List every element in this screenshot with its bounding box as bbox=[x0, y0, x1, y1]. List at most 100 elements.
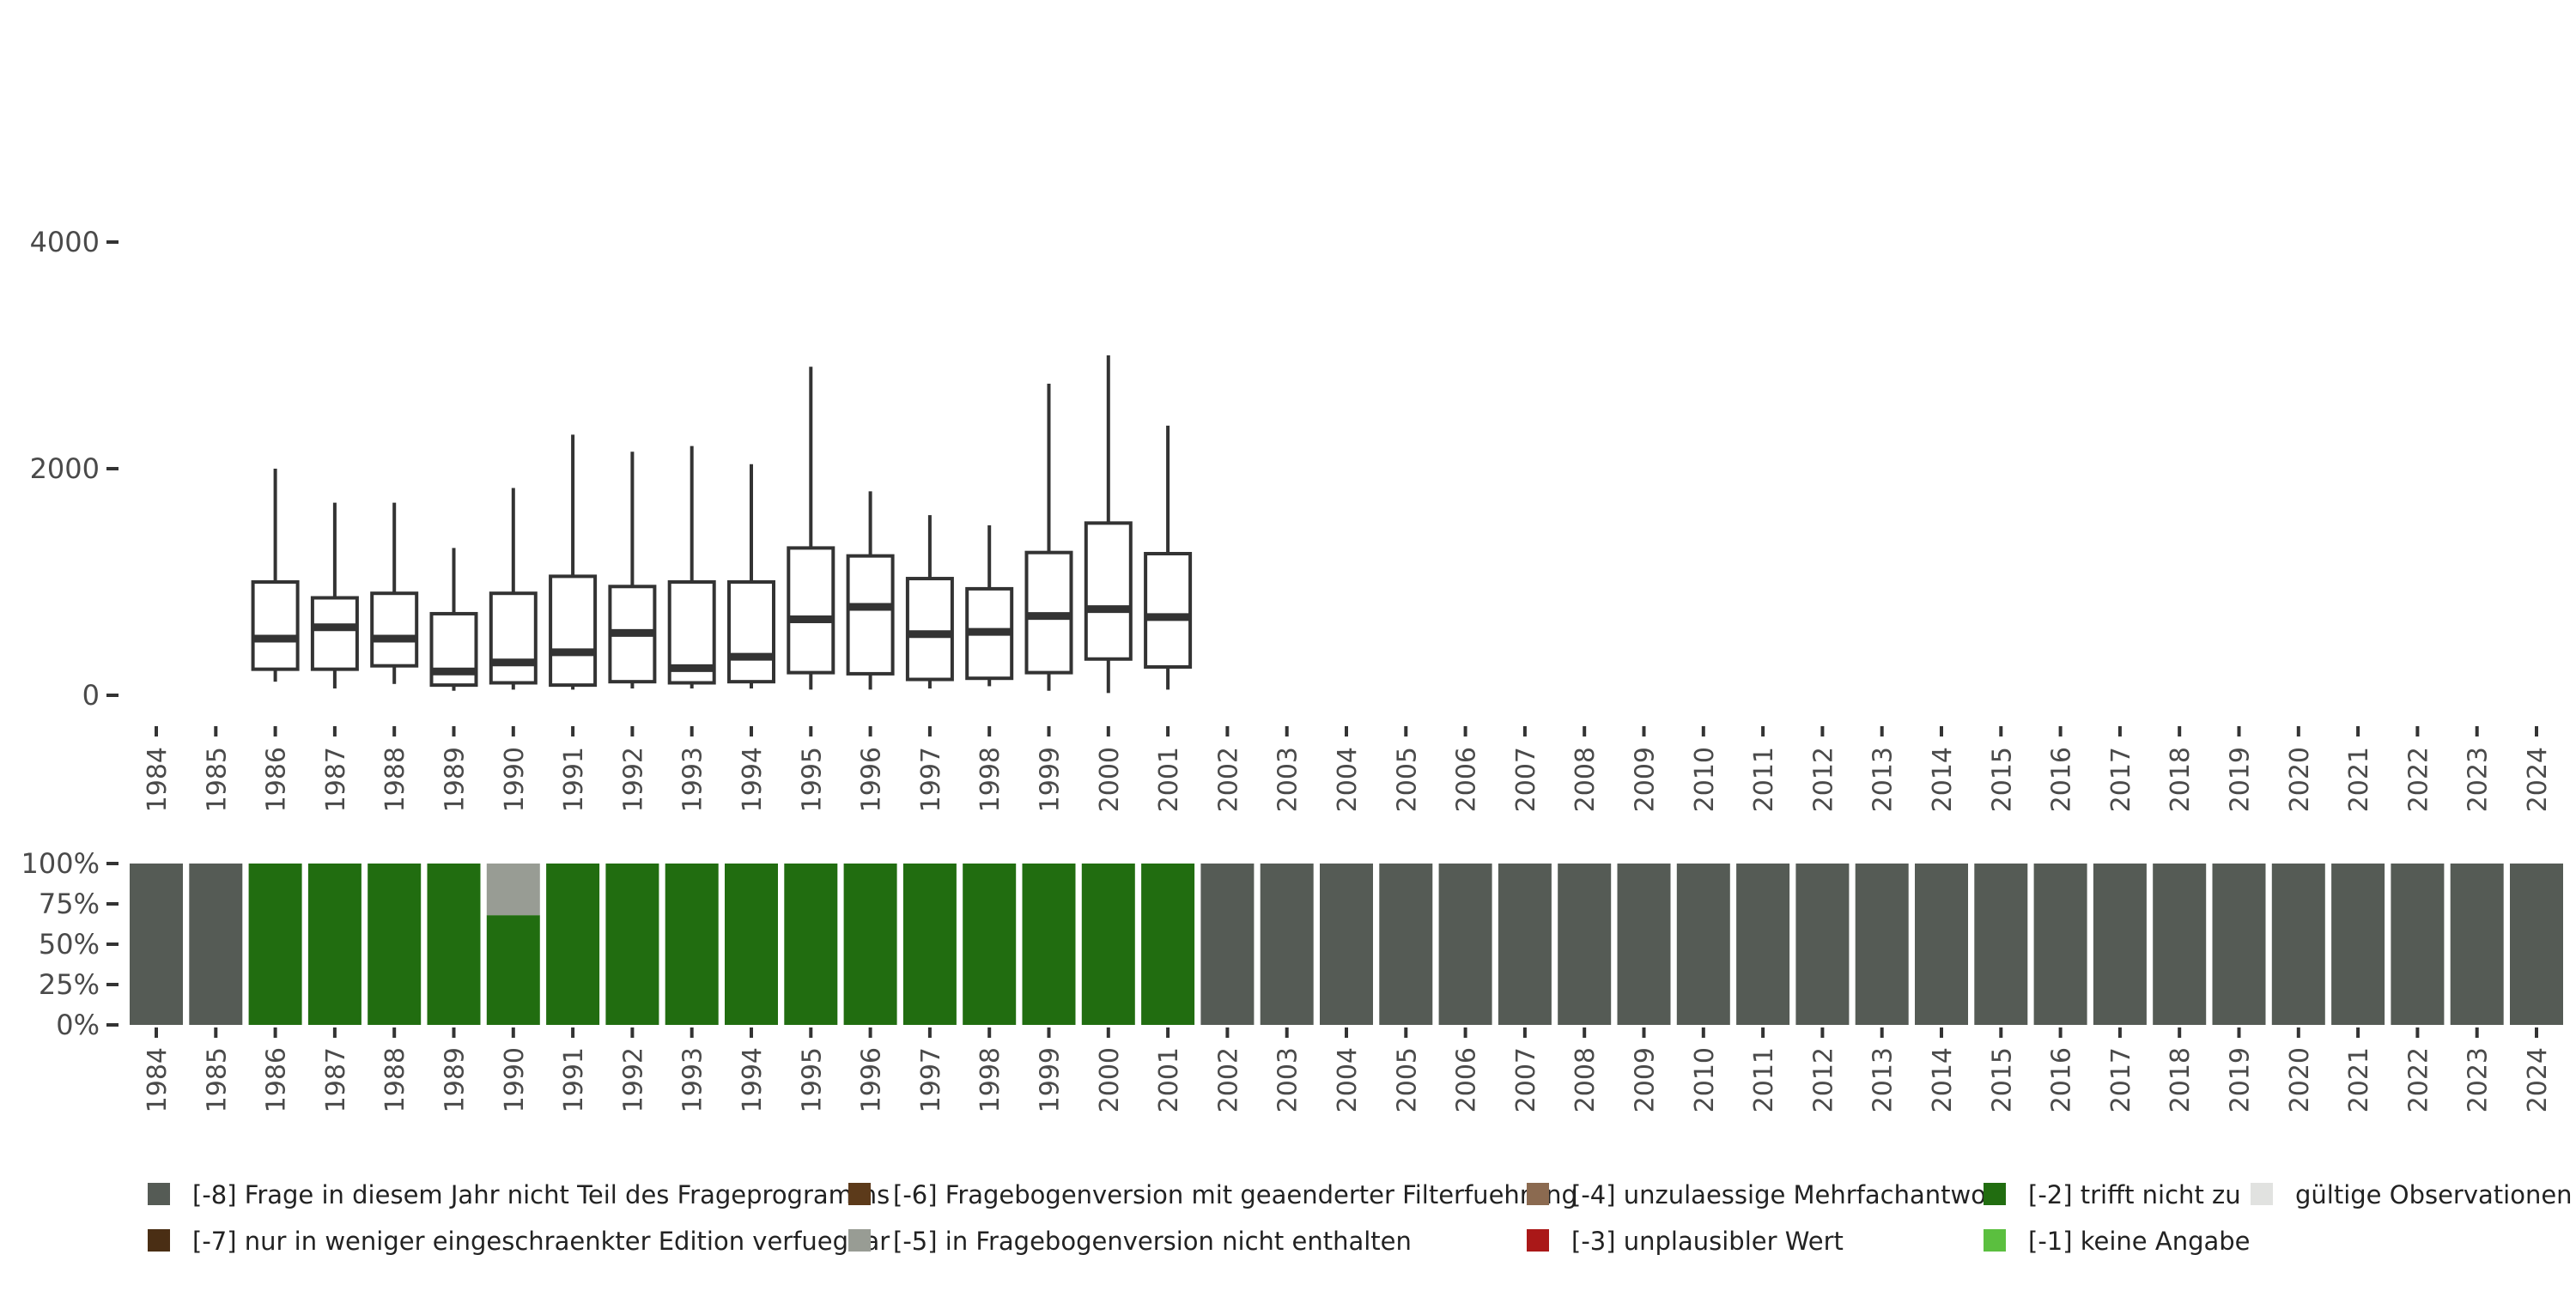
bar-segment-2002-2 bbox=[1200, 864, 1255, 1025]
bar-segment-1986-0 bbox=[248, 864, 302, 1025]
bar-segment-1993-0 bbox=[665, 864, 719, 1025]
iqr-box bbox=[489, 591, 538, 685]
box-1993 bbox=[667, 445, 716, 689]
bar-segment-1999-0 bbox=[1022, 864, 1076, 1025]
x-tick-label: 1995 bbox=[797, 747, 827, 812]
x-tick-label: 1986 bbox=[262, 747, 292, 812]
x-tick-label: 2015 bbox=[1987, 747, 2017, 812]
legend: [-8] Frage in diesem Jahr nicht Teil des… bbox=[148, 1180, 2573, 1256]
x-tick-label: 2003 bbox=[1273, 747, 1303, 812]
bar-x-tick-label: 2004 bbox=[1333, 1047, 1363, 1112]
x-tick-label: 1990 bbox=[500, 747, 530, 812]
x-tick-label: 1994 bbox=[738, 747, 768, 812]
x-tick-label: 1996 bbox=[857, 747, 887, 812]
legend-swatch bbox=[148, 1229, 170, 1252]
box-1994 bbox=[727, 464, 775, 689]
legend-item: [-3] unplausibler Wert bbox=[1527, 1227, 1844, 1256]
x-tick-label: 2011 bbox=[1749, 747, 1779, 812]
bar-y-tick-label: 50% bbox=[39, 928, 100, 961]
bar-segment-2018-2 bbox=[2153, 864, 2207, 1025]
legend-item: [-4] unzulaessige Mehrfachantwort bbox=[1527, 1180, 2006, 1209]
box-1998 bbox=[965, 525, 1014, 687]
bar-x-tick-label: 1999 bbox=[1036, 1047, 1066, 1112]
stacked-bar-x-axis: 1984 1985 1986 1987 1988 1989 1990 1991 1992 1993… bbox=[143, 1027, 2553, 1112]
iqr-box bbox=[370, 591, 419, 668]
bar-segment-1992-0 bbox=[605, 864, 659, 1025]
bar-segment-2013-2 bbox=[1855, 864, 1909, 1025]
bar-segment-2001-0 bbox=[1141, 864, 1195, 1025]
x-tick-label: 2005 bbox=[1392, 747, 1422, 812]
bar-y-tick-label: 25% bbox=[39, 968, 100, 1001]
bar-x-tick-label: 2022 bbox=[2403, 1047, 2433, 1112]
bar-x-tick-label: 2003 bbox=[1273, 1047, 1303, 1112]
legend-swatch bbox=[1527, 1183, 1549, 1205]
bar-segment-1991-0 bbox=[546, 864, 600, 1025]
legend-label: [-1] keine Angabe bbox=[2028, 1227, 2251, 1256]
bar-x-tick-label: 1987 bbox=[321, 1047, 351, 1112]
bar-x-tick-label: 1994 bbox=[738, 1047, 768, 1112]
iqr-box bbox=[1144, 552, 1193, 669]
bar-segment-2019-2 bbox=[2212, 864, 2266, 1025]
stacked-bar-panel: 0% 25% 50% 75% 100% bbox=[21, 847, 2563, 1041]
bar-segment-2014-2 bbox=[1915, 864, 1968, 1025]
x-tick-label: 2007 bbox=[1511, 747, 1541, 812]
bar-x-tick-label: 2019 bbox=[2226, 1047, 2256, 1112]
x-tick-label: 1987 bbox=[321, 747, 351, 812]
iqr-box bbox=[846, 554, 895, 676]
bar-x-tick-label: 1986 bbox=[262, 1047, 292, 1112]
bar-x-tick-label: 2015 bbox=[1987, 1047, 2017, 1112]
x-tick-label: 2000 bbox=[1095, 747, 1125, 812]
legend-item: gültige Observationen bbox=[2251, 1180, 2573, 1209]
x-tick-label: 2006 bbox=[1452, 747, 1482, 812]
bar-x-tick-label: 1992 bbox=[618, 1047, 648, 1112]
iqr-box bbox=[251, 580, 300, 671]
box-1999 bbox=[1024, 384, 1073, 691]
bar-segment-2024-2 bbox=[2510, 864, 2563, 1025]
iqr-box bbox=[1084, 521, 1133, 661]
x-tick-label: 2018 bbox=[2166, 747, 2196, 812]
bar-x-tick-label: 2008 bbox=[1571, 1047, 1601, 1112]
bar-segment-1987-0 bbox=[307, 864, 361, 1025]
bar-segment-1988-0 bbox=[368, 864, 422, 1025]
x-tick-label: 2012 bbox=[1808, 747, 1838, 812]
bar-x-tick-label: 2021 bbox=[2344, 1047, 2374, 1112]
bar-segment-2008-2 bbox=[1558, 864, 1612, 1025]
legend-label: gültige Observationen bbox=[2295, 1180, 2573, 1209]
bar-x-tick-label: 2013 bbox=[1868, 1047, 1899, 1112]
bar-segment-2015-2 bbox=[1974, 864, 2028, 1025]
boxplot-panel: 0 2000 4000 bbox=[30, 226, 1193, 712]
x-tick-label: 1999 bbox=[1036, 747, 1066, 812]
x-tick-label: 2001 bbox=[1154, 747, 1184, 812]
legend-label: [-7] nur in weniger eingeschraenkter Edi… bbox=[192, 1227, 890, 1256]
legend-item: [-1] keine Angabe bbox=[1984, 1227, 2251, 1256]
bar-segment-1990-1 bbox=[486, 864, 540, 916]
bar-x-tick-label: 1989 bbox=[440, 1047, 471, 1112]
legend-swatch bbox=[848, 1229, 871, 1252]
bar-x-tick-label: 2014 bbox=[1928, 1047, 1958, 1112]
bar-x-tick-label: 1984 bbox=[143, 1047, 173, 1112]
bar-segment-2010-2 bbox=[1676, 864, 1730, 1025]
bar-segment-2017-2 bbox=[2093, 864, 2147, 1025]
bar-x-tick-label: 2005 bbox=[1392, 1047, 1422, 1112]
legend-item: [-2] trifft nicht zu bbox=[1984, 1180, 2241, 1209]
x-tick-label: 1988 bbox=[380, 747, 410, 812]
iqr-box bbox=[787, 546, 835, 675]
x-tick-label: 1993 bbox=[678, 747, 708, 812]
x-tick-label: 1991 bbox=[559, 747, 589, 812]
x-tick-label: 2002 bbox=[1213, 747, 1243, 812]
x-tick-label: 2009 bbox=[1631, 747, 1661, 812]
legend-swatch bbox=[1984, 1183, 2006, 1205]
box-2000 bbox=[1084, 355, 1133, 694]
bar-segment-1998-0 bbox=[963, 864, 1017, 1025]
x-tick-label: 2014 bbox=[1928, 747, 1958, 812]
bar-y-tick-label: 100% bbox=[21, 847, 100, 880]
box-1995 bbox=[787, 367, 835, 690]
iqr-box bbox=[310, 596, 359, 671]
bar-segment-2004-2 bbox=[1320, 864, 1373, 1025]
bar-x-tick-label: 2011 bbox=[1749, 1047, 1779, 1112]
iqr-box bbox=[549, 574, 598, 688]
box-1991 bbox=[549, 434, 598, 690]
legend-item: [-7] nur in weniger eingeschraenkter Edi… bbox=[148, 1227, 890, 1256]
